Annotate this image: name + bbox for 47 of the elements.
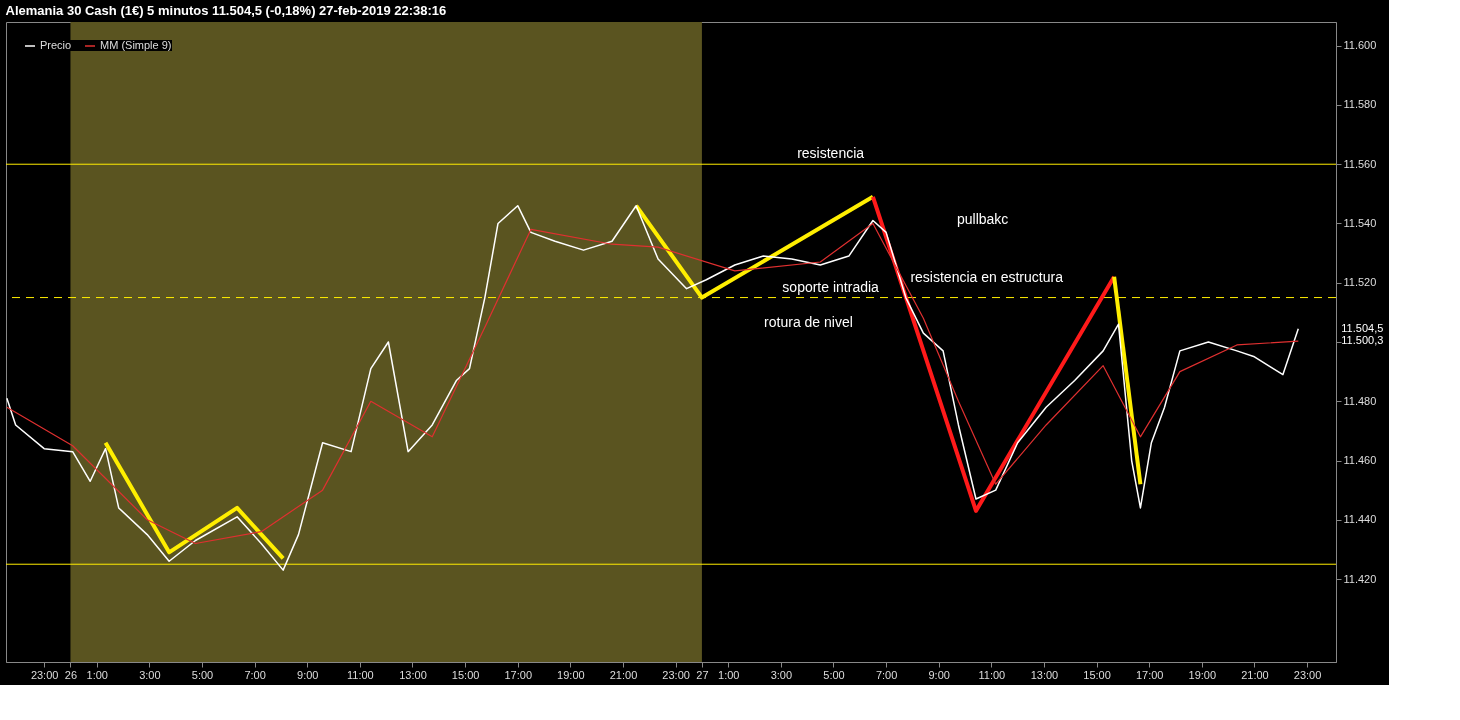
legend-label: MM (Simple 9)	[100, 39, 172, 51]
x-tick-label: 7:00	[244, 668, 266, 681]
x-tick-label: 21:00	[1241, 668, 1269, 681]
x-tick-label: 9:00	[928, 668, 950, 681]
x-tick-label: 15:00	[1083, 668, 1111, 681]
y-tick-label: 11.560	[1343, 157, 1377, 170]
x-tick-label: 23:00	[1293, 668, 1322, 681]
y-tick-label: 11.520	[1343, 276, 1377, 289]
line-series	[103, 440, 286, 561]
ref-line-label: resistencia	[797, 145, 865, 162]
annotation: rotura de nivel	[764, 313, 853, 330]
x-tick-label: 9:00	[297, 668, 319, 681]
x-tick-label: 26	[64, 668, 78, 681]
legend-label: Precio	[40, 39, 72, 51]
chart-title: Alemania 30 Cash (1€) 5 minutos 11.504,5 (-0,18%) 27-feb-2019 22:38:16	[5, 3, 447, 18]
x-tick-label: 1:00	[718, 668, 740, 681]
y-tick-label: 11.580	[1343, 98, 1377, 111]
x-tick-label: 3:00	[770, 668, 793, 681]
x-tick-label: 5:00	[191, 668, 214, 681]
x-tick-label: 11:00	[347, 668, 374, 681]
x-tick-label: 5:00	[823, 668, 845, 681]
y-tick-label: 11.480	[1343, 394, 1377, 407]
x-tick-label: 3:00	[139, 668, 161, 681]
y-tick-label: 11.440	[1343, 513, 1377, 526]
y-tick-label: 11.600	[1343, 39, 1377, 52]
x-tick-label: 11:00	[978, 668, 1006, 681]
y-tick-label: 11.540	[1343, 216, 1377, 229]
x-tick-label: 15:00	[451, 668, 480, 681]
x-tick-label: 13:00	[1030, 668, 1059, 681]
ref-line-label: soporte intradia	[782, 278, 880, 295]
x-tick-label: 19:00	[1188, 668, 1217, 681]
x-tick-label: 27	[696, 668, 709, 681]
x-tick-label: 23:00	[30, 668, 59, 681]
x-tick-label: 13:00	[399, 668, 427, 681]
x-tick-label: 23:00	[662, 668, 690, 681]
text: 11.504,5	[1341, 321, 1384, 334]
x-tick-label: 1:00	[86, 668, 108, 681]
x-tick-label: 17:00	[1135, 668, 1164, 681]
text: 11.500,3	[1341, 334, 1384, 347]
annotation: resistencia en estructura	[910, 269, 1064, 285]
y-tick-label: 11.460	[1343, 454, 1377, 467]
annotation: pullbakc	[956, 211, 1009, 228]
x-tick-label: 19:00	[557, 668, 585, 681]
y-tick-label: 11.420	[1343, 572, 1377, 585]
x-tick-label: 17:00	[504, 668, 533, 681]
x-tick-label: 21:00	[609, 668, 638, 681]
x-tick-label: 7:00	[875, 668, 898, 681]
